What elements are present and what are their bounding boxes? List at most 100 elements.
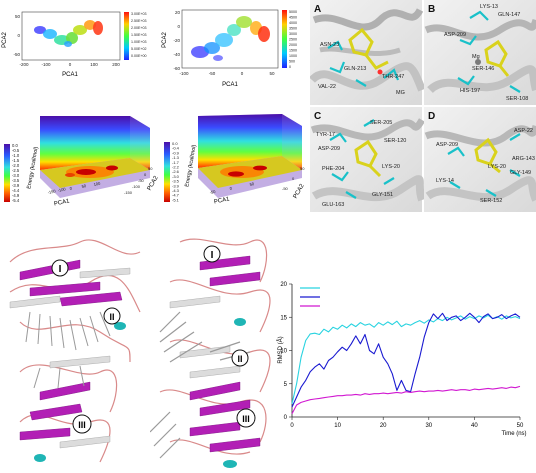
fel-plot-2: 0.0 -0.4 -0.9 -1.3 -1.7 -2.2 -2.6 -3.0 -…: [164, 114, 306, 206]
residue-label: HIS-197: [460, 88, 480, 94]
residue-label: ARG-143: [512, 156, 535, 162]
fel1-ytick: -50: [138, 178, 145, 183]
pca1-ytick: 50: [15, 14, 21, 19]
fel1-xticks: -150 -100 0 50 100: [47, 181, 101, 195]
pca2-ytick: 0: [177, 24, 180, 29]
pca2-legend-label: 5000: [289, 10, 297, 14]
residue-label: GLN-213: [344, 66, 366, 72]
pca2-xlabel: PCA1: [222, 82, 238, 88]
fel2-colorbar-label: -1.3: [172, 155, 180, 160]
pca-plot-1: PCA2 PCA1 -200 -100 0 100 200 50 0 -50 3…: [2, 11, 147, 78]
fel1-xtick: -100: [57, 186, 67, 193]
domain-label-right-3: III: [236, 408, 256, 428]
residue-label: PHE-204: [322, 166, 344, 172]
pca1-xtick: 200: [112, 62, 120, 67]
rmsd-ytick-label: 5: [284, 382, 288, 388]
domain-label-right-1: I: [203, 245, 221, 263]
fel1-colorbar-label: -3.5: [12, 178, 20, 183]
fel1-colorbar-label: -2.5: [12, 168, 20, 173]
fel1-zlabel: Energy (kcal/mol): [26, 146, 39, 189]
pca1-legend: 3.00E+03 2.50E+03 2.00E+03 1.50E+03 1.00…: [131, 12, 147, 58]
ribbon-left: [9, 239, 141, 463]
fel1-xtick: -150: [47, 188, 57, 195]
pca1-legend-label: 2.50E+03: [131, 19, 147, 23]
fel2-colorbar-label: -3.5: [172, 179, 180, 184]
residue-label: ASP-209: [318, 146, 340, 152]
pca1-legend-label: 0.00E+00: [131, 54, 147, 58]
residue-label: GLU-163: [322, 202, 344, 208]
rmsd-ytick-label: 15: [280, 315, 287, 321]
pca2-legend-label: 2500: [289, 38, 297, 42]
rmsd-xticks: 0 10 20 30 40 50: [290, 417, 524, 429]
pca1-xtick: -100: [41, 62, 51, 67]
domain-label-left-3: III: [72, 414, 92, 434]
fel1-xtick: 0: [69, 185, 73, 191]
pca2-xtick: -100: [179, 71, 189, 76]
pca1-legend-label: 3.00E+03: [131, 12, 147, 16]
pca1-legend-label: 5.00E+02: [131, 47, 147, 51]
fel1-xtick: 100: [93, 181, 101, 187]
rmsd-yticks: 0 5 10 15 20: [280, 282, 292, 421]
fel1-colorbar-label: -1.5: [12, 158, 20, 163]
pca1-ytick: 0: [17, 33, 20, 38]
rmsd-chart: 0 10 20 30 40 50 0 5 10 15 20 Time (ns) RMSD (Å): [277, 282, 527, 437]
panel-label-a: A: [314, 4, 321, 15]
fel1-xtick: 50: [81, 183, 87, 189]
residue-label: SER-205: [370, 120, 392, 126]
rmsd-ytick-label: 0: [284, 415, 288, 421]
domain-label-left-2: II: [103, 307, 121, 325]
fel1-colorbar-label: -1.0: [12, 153, 20, 158]
fel2-colorbar-label: 0.0: [172, 141, 178, 146]
docking-panels: A ASN-23 VAL-22 THR-247 GLN-213 MG B LYS…: [310, 0, 536, 212]
fel2-ytick: 50: [300, 166, 305, 171]
fel2-colorbar-label: -4.7: [172, 193, 180, 198]
fel1-ytick: -150: [124, 190, 133, 195]
pca2-legend: 5000 4500 4000 3500 3000 2500 2000 1500 …: [289, 10, 297, 69]
fel1-colorbar-label: 0.0: [12, 143, 18, 148]
fel2-surface: [198, 114, 302, 198]
rmsd-xtick-label: 20: [380, 423, 387, 429]
pca2-colorbar: [282, 10, 287, 68]
docking-panel-d: D ASP-22 ASP-209 ARG-143 LYS-20 GLY-149 …: [424, 107, 536, 212]
domain-label-text: I: [211, 250, 214, 261]
domain-label-text: III: [78, 420, 86, 430]
fel2-colorbar-label: -0.9: [172, 150, 180, 155]
fel2-colorbar-label: -3.0: [172, 174, 180, 179]
protein-structure-right: I II III: [150, 238, 271, 468]
pca1-legend-label: 2.00E+03: [131, 26, 147, 30]
domain-label-text: II: [109, 312, 114, 322]
fel1-surface: [40, 116, 150, 198]
rmsd-series: [291, 312, 521, 414]
residue-label: ASN-23: [320, 42, 339, 48]
rmsd-series-line-3: [291, 385, 521, 414]
pca2-xtick: 50: [269, 71, 275, 76]
pca1-colorbar: [124, 12, 129, 60]
fel2-colorbar-label: -4.3: [172, 188, 180, 193]
fel1-colorbar-label: -4.9: [12, 193, 20, 198]
pca2-legend-label: 1500: [289, 49, 297, 53]
rmsd-ytick-label: 20: [280, 282, 287, 288]
fel2-yticks: -50 0 50: [282, 166, 305, 191]
fel2-xtick: 50: [249, 181, 255, 187]
fel1-colorbar-label: -0.5: [12, 148, 20, 153]
fel2-colorbar-label: -2.6: [172, 169, 180, 174]
ribbon-right: [150, 238, 271, 468]
fel1-ytick: 0: [144, 172, 147, 177]
pca2-legend-label: 1000: [289, 54, 297, 58]
pca2-legend-label: 3000: [289, 32, 297, 36]
pca1-xtick: 0: [69, 62, 72, 67]
residue-label: TYR-17: [316, 132, 335, 138]
residue-label: GLN-147: [498, 12, 520, 18]
rmsd-xlabel: Time (ns): [501, 431, 526, 437]
fel1-colorbar-label: -2.0: [12, 163, 20, 168]
fel1-colorbar-labels: 0.0 -0.5 -1.0 -1.5 -2.0 -2.5 -3.0 -3.5 -…: [12, 143, 20, 203]
pca1-ylabel: PCA2: [2, 32, 8, 48]
fel2-colorbar-label: -5.1: [172, 197, 180, 202]
pca2-ytick: -60: [173, 66, 180, 71]
panel-label-d: D: [428, 111, 435, 122]
residue-label: ASP-22: [514, 128, 533, 134]
rmsd-xtick-label: 0: [290, 423, 294, 429]
fel2-xtick: -50: [209, 189, 216, 195]
residue-label: SER-108: [506, 96, 528, 102]
residue-label: LYS-20: [488, 164, 506, 170]
